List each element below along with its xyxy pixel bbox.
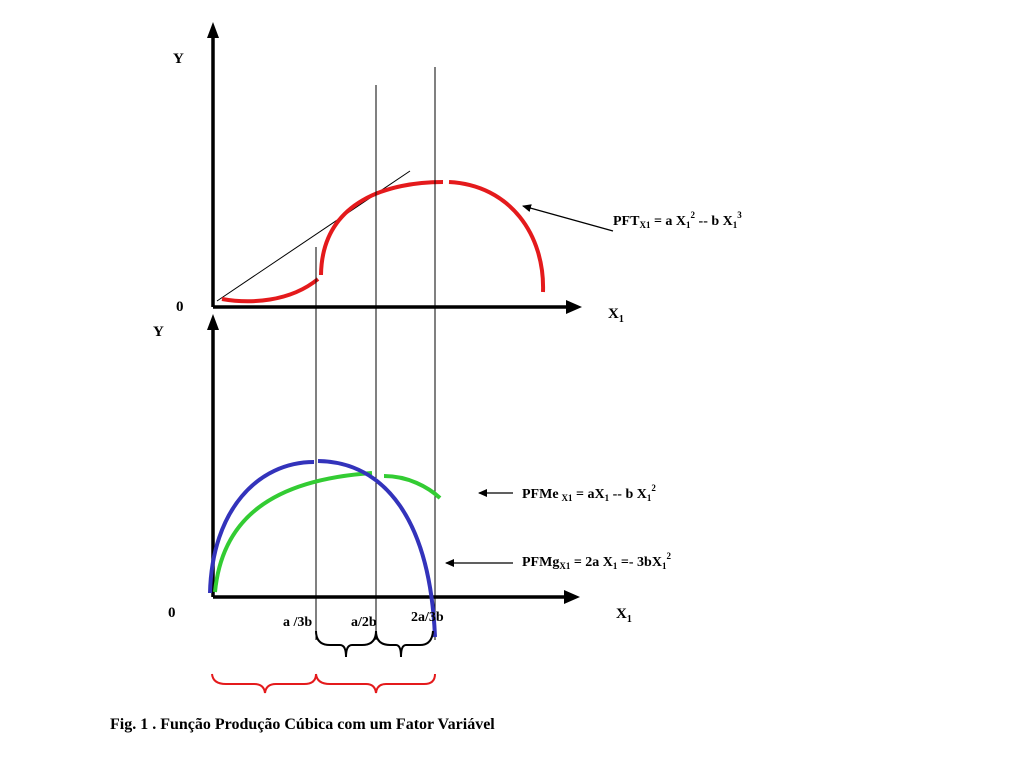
top-origin-label: 0 xyxy=(176,299,184,315)
bottom-y-axis-arrowhead xyxy=(207,314,219,330)
bottom-x-axis-arrowhead xyxy=(564,590,580,604)
average-product-curve-tail xyxy=(383,474,442,500)
marginal-product-curve-declining xyxy=(317,459,437,638)
tick-label-a-2b: a/2b xyxy=(351,615,377,630)
bottom-panel: Y 0 X1 a /3b a/2b 2a/3b PFMe X1 = aX1 -- … xyxy=(153,314,671,694)
bottom-origin-label: 0 xyxy=(168,605,176,621)
bottom-x-axis-label: X1 xyxy=(616,606,632,625)
top-panel: Y 0 X1 PFTX1 = a X12 -- b X13 xyxy=(173,22,742,325)
top-x-axis-arrowhead xyxy=(566,300,582,314)
stage-brace-red-2 xyxy=(315,673,436,694)
vertical-guide-lines xyxy=(315,67,436,640)
tick-label-a-3b: a /3b xyxy=(283,615,312,630)
figure-caption: Fig. 1 . Função Produção Cúbica com um F… xyxy=(110,716,495,733)
stage-brace-black-2 xyxy=(375,630,434,658)
pfmg-formula-label: PFMgX1 = 2a X1 =- 3bX12 xyxy=(522,551,671,571)
bottom-y-axis-label: Y xyxy=(153,324,164,340)
stage-brace-black-1 xyxy=(315,630,377,658)
stage-brace-red-1 xyxy=(211,673,317,694)
pft-pointer-arrow xyxy=(522,204,614,232)
total-product-curve-declining xyxy=(448,180,546,293)
total-product-curve-concave xyxy=(319,180,444,276)
pfme-formula-label: PFMe X1 = aX1 -- b X12 xyxy=(522,483,656,503)
tick-label-2a-3b: 2a/3b xyxy=(411,610,444,625)
marginal-product-curve xyxy=(208,460,315,594)
average-product-curve xyxy=(213,471,373,593)
top-x-axis-label: X1 xyxy=(608,306,624,325)
top-y-axis-arrowhead xyxy=(207,22,219,38)
pft-formula-label: PFTX1 = a X12 -- b X13 xyxy=(613,210,742,230)
top-y-axis-label: Y xyxy=(173,51,184,67)
total-product-curve-convex xyxy=(221,277,320,304)
